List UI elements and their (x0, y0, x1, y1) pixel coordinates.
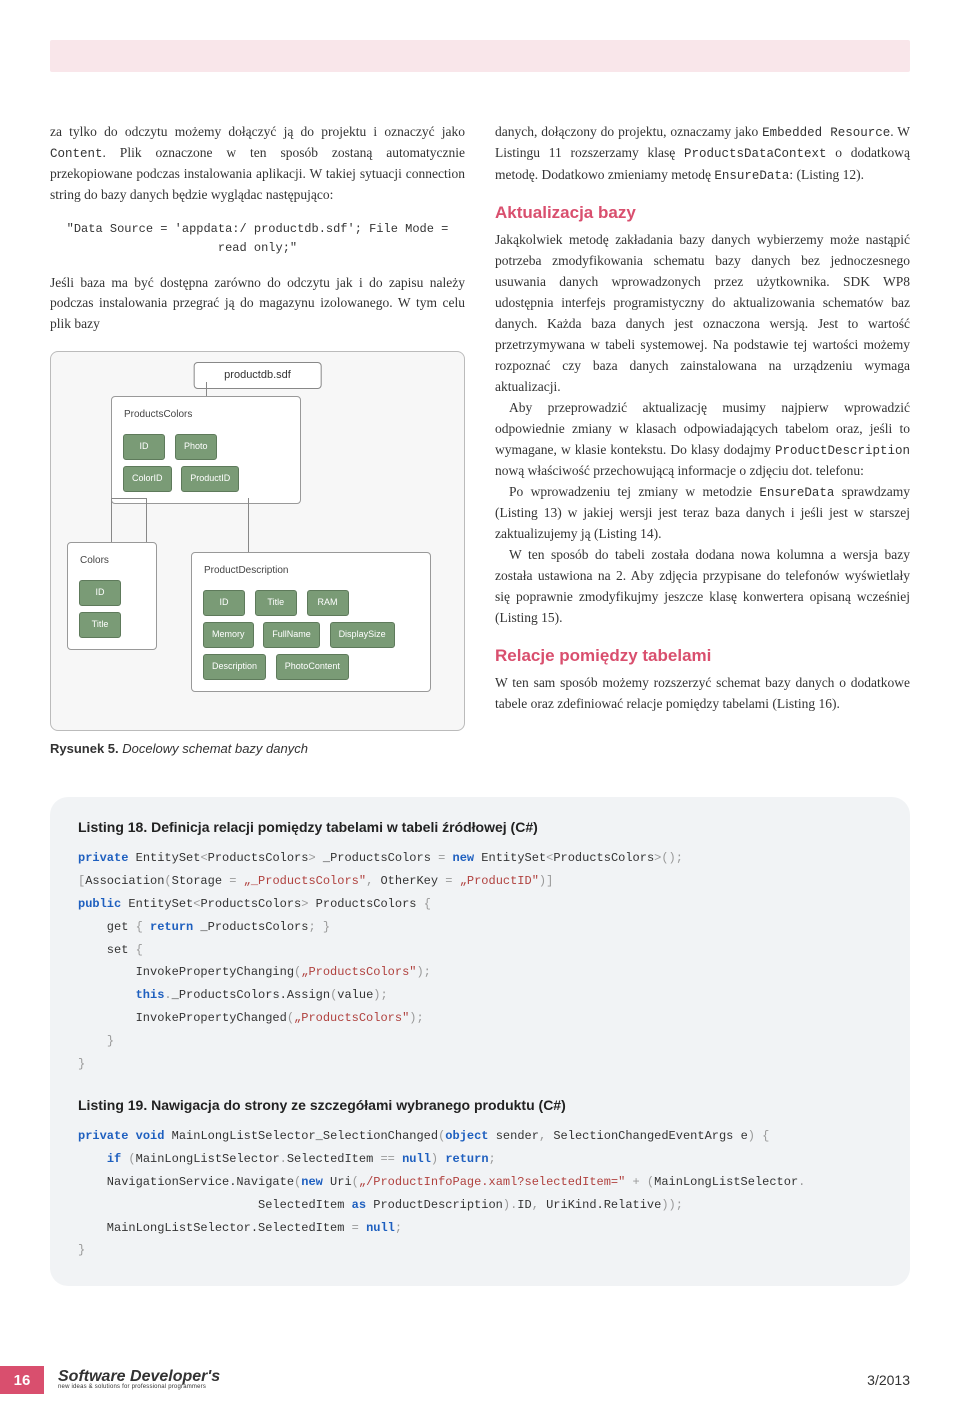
field: FullName (263, 622, 320, 648)
field: Title (255, 590, 297, 616)
inline-code: ProductDescription (775, 444, 910, 458)
journal-tagline: new ideas & solutions for professional p… (58, 1385, 220, 1390)
issue-label: 3/2013 (867, 1372, 910, 1388)
right-para2: Jakąkolwiek metodę zakładania bazy danyc… (495, 230, 910, 397)
field: ID (79, 580, 121, 606)
field: Memory (203, 622, 254, 648)
entity-productdescription: ProductDescription ID Title RAM Memory F… (191, 552, 431, 691)
field: ID (203, 590, 245, 616)
inline-code: Embedded Resource (762, 126, 890, 140)
entity-title: ProductsColors (120, 405, 292, 425)
db-file-label: productdb.sdf (193, 362, 322, 389)
left-para1: za tylko do odczytu możemy dołączyć ją d… (50, 122, 465, 206)
listing-box: Listing 18. Definicja relacji pomiędzy t… (50, 797, 910, 1286)
right-para4: Po wprowadzeniu tej zmiany w metodzie En… (495, 482, 910, 545)
entity-colors: Colors ID Title (67, 542, 157, 649)
field: ID (123, 434, 165, 460)
listing19-title: Listing 19. Nawigacja do strony ze szcze… (78, 1097, 882, 1113)
field: DisplaySize (330, 622, 395, 648)
code-block-connstring: "Data Source = 'appdata:/ productdb.sdf'… (50, 220, 465, 258)
header-bar (50, 40, 910, 72)
text: danych, dołączony do projektu, oznaczamy… (495, 124, 762, 139)
connector (111, 498, 147, 499)
connector (206, 382, 207, 396)
text: : (Listing 12). (789, 167, 864, 182)
entity-title: ProductDescription (200, 561, 422, 581)
right-column: danych, dołączony do projektu, oznaczamy… (495, 122, 910, 769)
figure-5: productdb.sdf ProductsColors ID Photo Co… (50, 351, 465, 759)
field: Photo (175, 434, 217, 460)
inline-code: EnsureData (759, 486, 834, 500)
entity-productscolors: ProductsColors ID Photo ColorID ProductI… (111, 396, 301, 503)
inline-code: Content (50, 147, 103, 161)
field: Description (203, 654, 266, 680)
listing18-code: private EntitySet<ProductsColors> _Produ… (78, 847, 882, 1075)
heading-relacje: Relacje pomiędzy tabelami (495, 643, 910, 669)
fig-num: Rysunek 5. (50, 741, 119, 756)
text: nową właściwość przechowującą informacje… (495, 463, 864, 478)
journal-logo: Software Developer's new ideas & solutio… (58, 1370, 220, 1390)
journal-name: Software Developer's (58, 1368, 220, 1385)
listing19-code: private void MainLongListSelector_Select… (78, 1125, 882, 1262)
content-columns: za tylko do odczytu możemy dołączyć ją d… (50, 122, 910, 769)
field: PhotoContent (276, 654, 349, 680)
fig-text: Docelowy schemat bazy danych (119, 741, 308, 756)
left-column: za tylko do odczytu możemy dołączyć ją d… (50, 122, 465, 769)
connector (248, 498, 249, 552)
right-para5: W ten sposób do tabeli została dodana no… (495, 545, 910, 629)
right-para3: Aby przeprowadzić aktualizację musimy na… (495, 398, 910, 482)
figure-caption: Rysunek 5. Docelowy schemat bazy danych (50, 739, 465, 759)
right-para1: danych, dołączony do projektu, oznaczamy… (495, 122, 910, 186)
field: ProductID (181, 466, 239, 492)
text: za tylko do odczytu możemy dołączyć ją d… (50, 124, 465, 139)
page-footer: 16 Software Developer's new ideas & solu… (0, 1366, 960, 1414)
db-diagram: productdb.sdf ProductsColors ID Photo Co… (50, 351, 465, 731)
right-para6: W ten sam sposób możemy rozszerzyć schem… (495, 673, 910, 715)
connector (146, 498, 147, 542)
heading-aktualizacja: Aktualizacja bazy (495, 200, 910, 226)
connector (111, 498, 112, 542)
field: ColorID (123, 466, 172, 492)
field: RAM (307, 590, 349, 616)
inline-code: ProductsDataContext (684, 147, 827, 161)
left-para2: Jeśli baza ma być dostępna zarówno do od… (50, 273, 465, 336)
inline-code: EnsureData (714, 169, 789, 183)
page-number: 16 (0, 1366, 44, 1394)
listing18-title: Listing 18. Definicja relacji pomiędzy t… (78, 819, 882, 835)
field: Title (79, 612, 121, 638)
entity-title: Colors (76, 551, 148, 571)
text: . Plik oznaczone w ten sposób zostaną au… (50, 145, 465, 202)
text: Po wprowadzeniu tej zmiany w metodzie (509, 484, 759, 499)
